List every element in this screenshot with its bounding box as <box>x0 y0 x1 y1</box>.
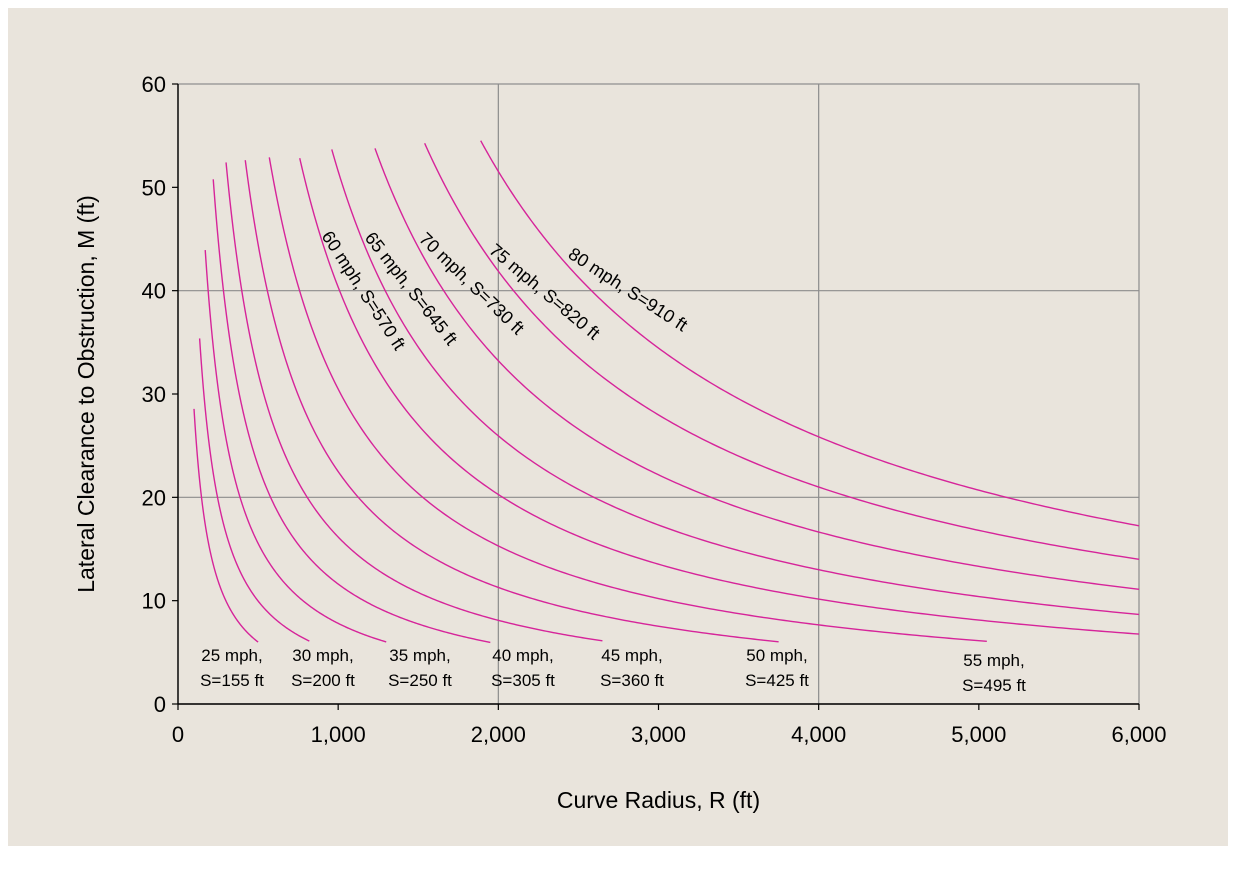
plot-area-frame <box>177 83 1140 705</box>
curve-50-mph <box>244 160 779 643</box>
y-tick-label: 60 <box>142 72 166 97</box>
x-tick-label: 4,000 <box>791 722 846 747</box>
curve-35-mph <box>204 250 387 643</box>
curve-75-mph <box>424 142 1140 560</box>
x-tick-label: 5,000 <box>951 722 1006 747</box>
curve-60-mph <box>299 158 1140 635</box>
curve-label-25-mph: 25 mph, S=155 ft <box>200 646 264 690</box>
y-tick-label: 30 <box>142 382 166 407</box>
curve-45-mph <box>225 162 603 642</box>
x-tick-label: 3,000 <box>631 722 686 747</box>
curve-25-mph <box>193 408 259 643</box>
y-tick-label: 50 <box>142 175 166 200</box>
y-tick-label: 20 <box>142 485 166 510</box>
curve-65-mph <box>331 149 1140 616</box>
curve-label-35-mph: 35 mph, S=250 ft <box>388 646 452 690</box>
x-tick-label: 2,000 <box>471 722 526 747</box>
x-tick-label: 0 <box>172 722 184 747</box>
curves <box>193 140 1140 644</box>
x-tick-label: 6,000 <box>1111 722 1166 747</box>
curve-label-55-mph: 55 mph, S=495 ft <box>962 651 1026 695</box>
y-tick-label: 40 <box>142 279 166 304</box>
curve-label-40-mph: 40 mph, S=305 ft <box>491 646 555 690</box>
curve-labels: 25 mph, S=155 ft 30 mph, S=200 ft 35 mph, S=2… <box>200 227 1026 695</box>
grid-lines <box>178 84 1139 704</box>
curve-label-30-mph: 30 mph, S=200 ft <box>291 646 355 690</box>
curve-80-mph <box>480 140 1140 527</box>
axes: 0 1,000 2,000 3,000 4,000 5,000 6,000 0 10 20 30 40… <box>142 72 1167 747</box>
curve-label-45-mph: 45 mph, S=360 ft <box>600 646 664 690</box>
curve-70-mph <box>374 148 1140 590</box>
y-tick-label: 10 <box>142 589 166 614</box>
curve-55-mph <box>268 157 987 643</box>
curve-40-mph <box>212 179 491 644</box>
chart-background <box>8 8 1228 846</box>
y-tick-label: 0 <box>154 692 166 717</box>
y-axis-title: Lateral Clearance to Obstruction, M (ft) <box>73 195 99 593</box>
x-axis-title: Curve Radius, R (ft) <box>557 787 760 813</box>
curve-label-50-mph: 50 mph, S=425 ft <box>745 646 809 690</box>
curve-30-mph <box>198 338 310 642</box>
x-tick-label: 1,000 <box>311 722 366 747</box>
